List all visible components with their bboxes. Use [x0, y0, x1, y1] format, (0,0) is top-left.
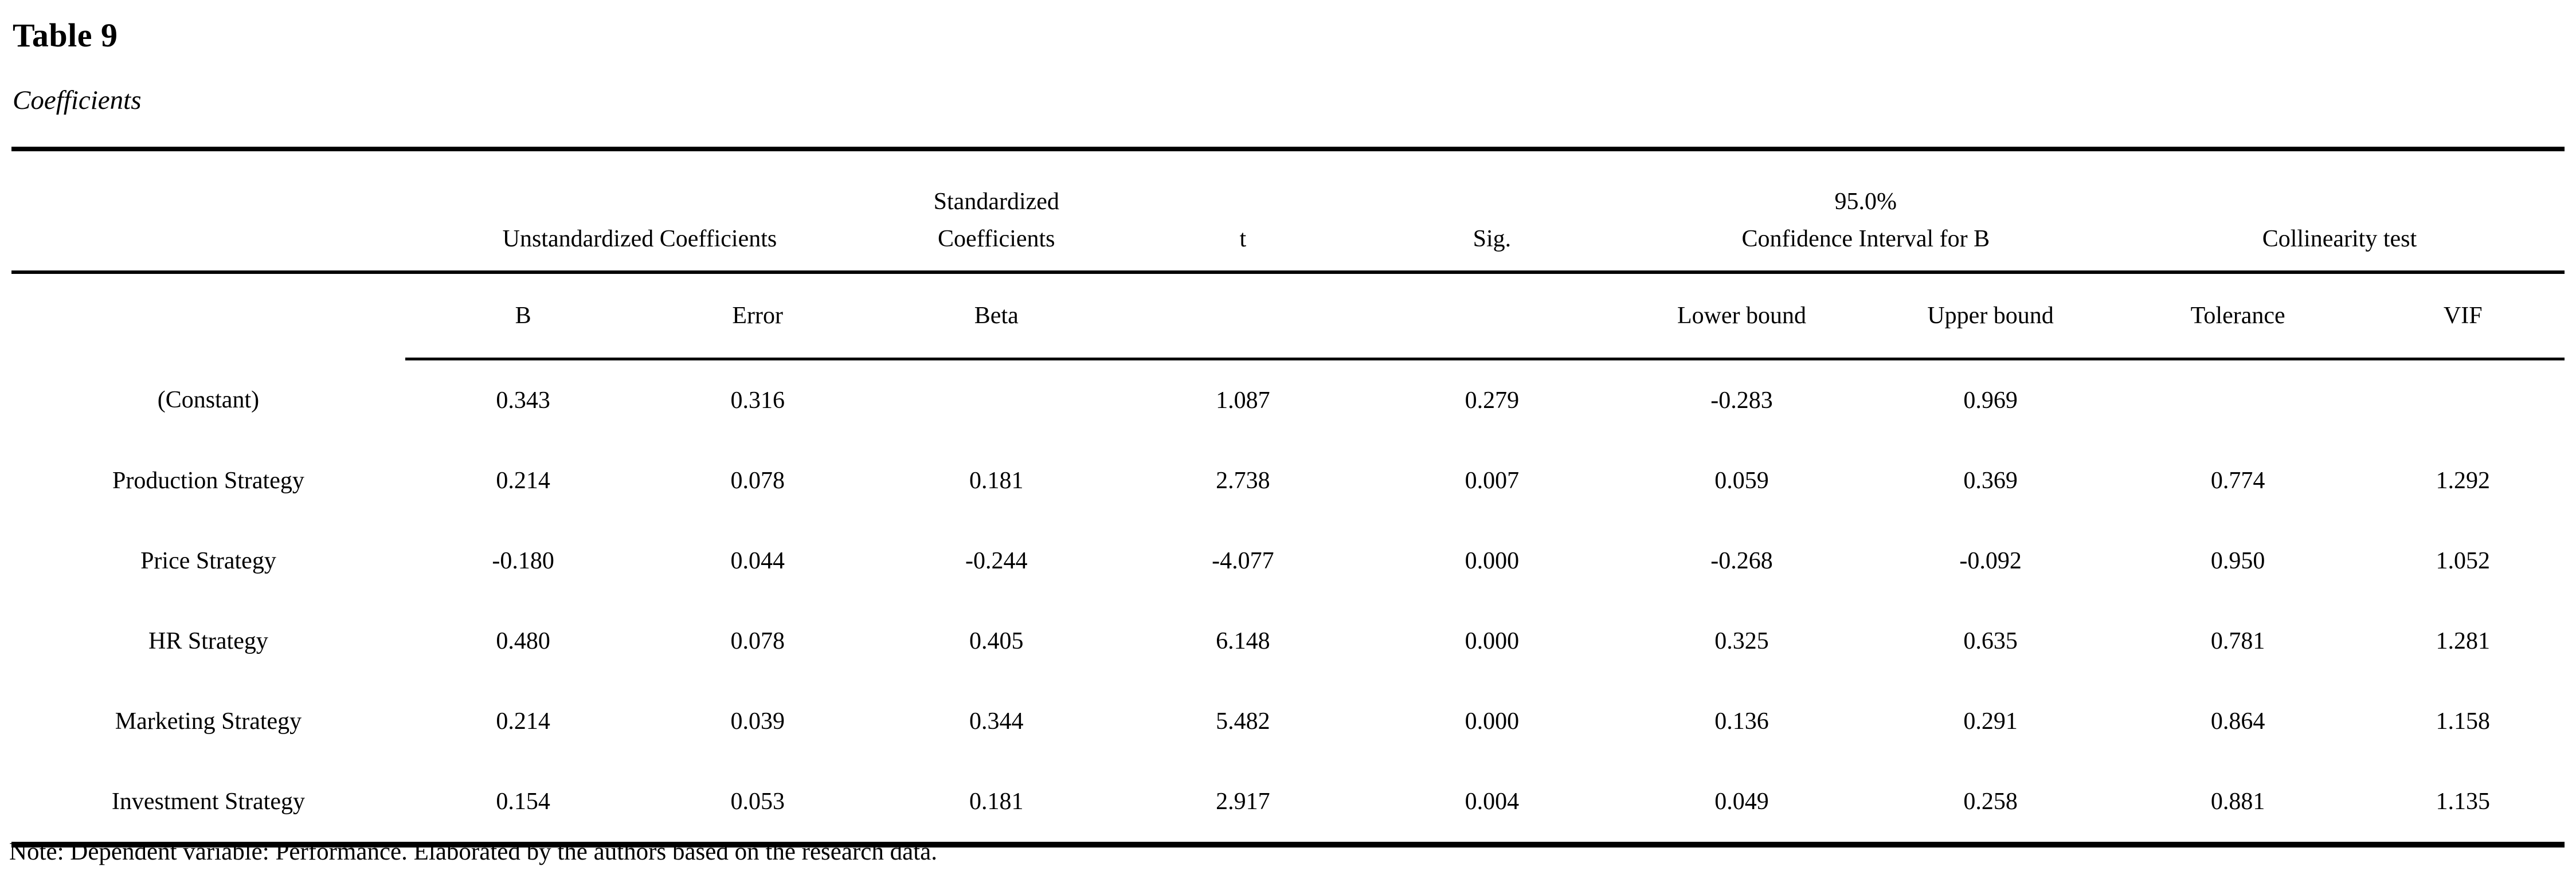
sub-header-row: B Error Beta Lower bound Upper bound Tol… [11, 272, 2565, 360]
cell-tolerance [2115, 359, 2362, 441]
cell-tolerance: 0.781 [2210, 628, 2265, 654]
table-row-production-strategy: Production Strategy 0.214 0.078 0.181 2.… [11, 441, 2565, 521]
table-row-constant: (Constant) 0.343 0.316 1.087 0.279 -0.28… [11, 359, 2565, 441]
cell-b: 0.214 [496, 708, 550, 735]
sub-header-b: B [405, 272, 641, 360]
cell-t: 2.917 [1216, 788, 1270, 815]
cell-beta: 0.181 [969, 788, 1024, 815]
table-row-marketing-strategy: Marketing Strategy 0.214 0.039 0.344 5.4… [11, 681, 2565, 762]
cell-lower-bound: -0.283 [1710, 387, 1773, 414]
sub-header-beta: Beta [874, 272, 1119, 360]
sub-header-error: Error [641, 272, 874, 360]
cell-upper-bound: 0.635 [1963, 628, 2018, 654]
coefficients-table: Unstandardized Coefficients Standardized… [11, 147, 2565, 848]
cell-t: 5.482 [1216, 708, 1270, 735]
cell-t: -4.077 [1212, 548, 1274, 574]
cell-tolerance: 0.774 [2210, 468, 2265, 494]
cell-upper-bound: 0.258 [1963, 788, 2018, 815]
table-body: (Constant) 0.343 0.316 1.087 0.279 -0.28… [11, 359, 2565, 845]
cell-b: 0.154 [496, 788, 550, 815]
sub-header-empty-t [1118, 272, 1368, 360]
cell-beta: 0.405 [969, 628, 1024, 654]
cell-error: 0.039 [730, 708, 785, 735]
sub-header-empty [11, 272, 405, 359]
table-subtitle: Coefficients [13, 85, 142, 115]
cell-beta: -0.244 [965, 548, 1028, 574]
group-header-standardized: Standardized Coefficients [874, 149, 1119, 274]
cell-error: 0.078 [730, 628, 785, 654]
cell-sig: 0.000 [1465, 628, 1520, 654]
cell-error: 0.078 [730, 468, 785, 494]
row-label: Price Strategy [140, 548, 276, 574]
cell-sig: 0.000 [1465, 548, 1520, 574]
group-header-unstandardized: Unstandardized Coefficients [405, 149, 874, 274]
group-header-ci-line2: Confidence Interval for B [1741, 225, 1990, 252]
coefficients-table-container: Unstandardized Coefficients Standardized… [11, 147, 2565, 848]
cell-t: 6.148 [1216, 628, 1270, 654]
cell-t: 2.738 [1216, 468, 1270, 494]
row-label: HR Strategy [148, 628, 268, 654]
table-row-hr-strategy: HR Strategy 0.480 0.078 0.405 6.148 0.00… [11, 601, 2565, 681]
cell-lower-bound: 0.059 [1714, 468, 1769, 494]
group-header-ci-line1: 95.0% [1834, 188, 1897, 215]
cell-t: 1.087 [1216, 387, 1270, 414]
group-header-standardized-line2: Coefficients [938, 225, 1055, 252]
cell-lower-bound: 0.049 [1714, 788, 1769, 815]
cell-vif [2361, 359, 2565, 441]
group-header-empty [11, 149, 405, 274]
group-header-sig: Sig. [1367, 149, 1617, 274]
cell-b: 0.480 [496, 628, 550, 654]
cell-lower-bound: 0.136 [1714, 708, 1769, 735]
table-title: Table 9 [13, 17, 118, 54]
cell-b: 0.214 [496, 468, 550, 494]
sub-header-tolerance: Tolerance [2114, 272, 2362, 360]
cell-sig: 0.279 [1465, 387, 1520, 414]
sub-header-empty-sig [1367, 272, 1617, 360]
cell-error: 0.316 [730, 387, 785, 414]
cell-vif: 1.158 [2436, 708, 2490, 735]
sub-header-upper-bound: Upper bound [1866, 272, 2115, 360]
cell-upper-bound: 0.369 [1963, 468, 2018, 494]
sub-header-vif: VIF [2361, 272, 2565, 360]
cell-upper-bound: 0.969 [1963, 387, 2018, 414]
cell-vif: 1.135 [2436, 788, 2490, 815]
cell-lower-bound: -0.268 [1710, 548, 1773, 574]
cell-beta [874, 359, 1119, 441]
group-header-collinearity: Collinearity test [2114, 149, 2565, 274]
group-header-t: t [1118, 149, 1368, 274]
table-header: Unstandardized Coefficients Standardized… [11, 149, 2565, 360]
group-header-standardized-line1: Standardized [933, 188, 1059, 215]
group-header-confidence-interval: 95.0% Confidence Interval for B [1616, 149, 2115, 274]
row-label: Investment Strategy [111, 788, 305, 815]
cell-error: 0.044 [730, 548, 785, 574]
row-label: Production Strategy [112, 468, 304, 494]
cell-tolerance: 0.881 [2210, 788, 2265, 815]
table-note: Note: Dependent variable: Performance. E… [9, 838, 937, 865]
table-row-price-strategy: Price Strategy -0.180 0.044 -0.244 -4.07… [11, 521, 2565, 601]
group-header-row: Unstandardized Coefficients Standardized… [11, 149, 2565, 274]
table-row-investment-strategy: Investment Strategy 0.154 0.053 0.181 2.… [11, 762, 2565, 845]
cell-vif: 1.052 [2436, 548, 2490, 574]
cell-beta: 0.181 [969, 468, 1024, 494]
cell-b: 0.343 [496, 387, 550, 414]
sub-header-lower-bound: Lower bound [1616, 272, 1867, 360]
cell-error: 0.053 [730, 788, 785, 815]
row-label: Marketing Strategy [115, 708, 302, 735]
cell-vif: 1.281 [2436, 628, 2490, 654]
cell-lower-bound: 0.325 [1714, 628, 1769, 654]
cell-sig: 0.007 [1465, 468, 1520, 494]
cell-b: -0.180 [492, 548, 554, 574]
cell-tolerance: 0.864 [2210, 708, 2265, 735]
cell-upper-bound: -0.092 [1959, 548, 2022, 574]
cell-sig: 0.000 [1465, 708, 1520, 735]
cell-beta: 0.344 [969, 708, 1024, 735]
cell-sig: 0.004 [1465, 788, 1520, 815]
cell-vif: 1.292 [2436, 468, 2490, 494]
row-label: (Constant) [157, 386, 260, 413]
cell-upper-bound: 0.291 [1963, 708, 2018, 735]
cell-tolerance: 0.950 [2210, 548, 2265, 574]
